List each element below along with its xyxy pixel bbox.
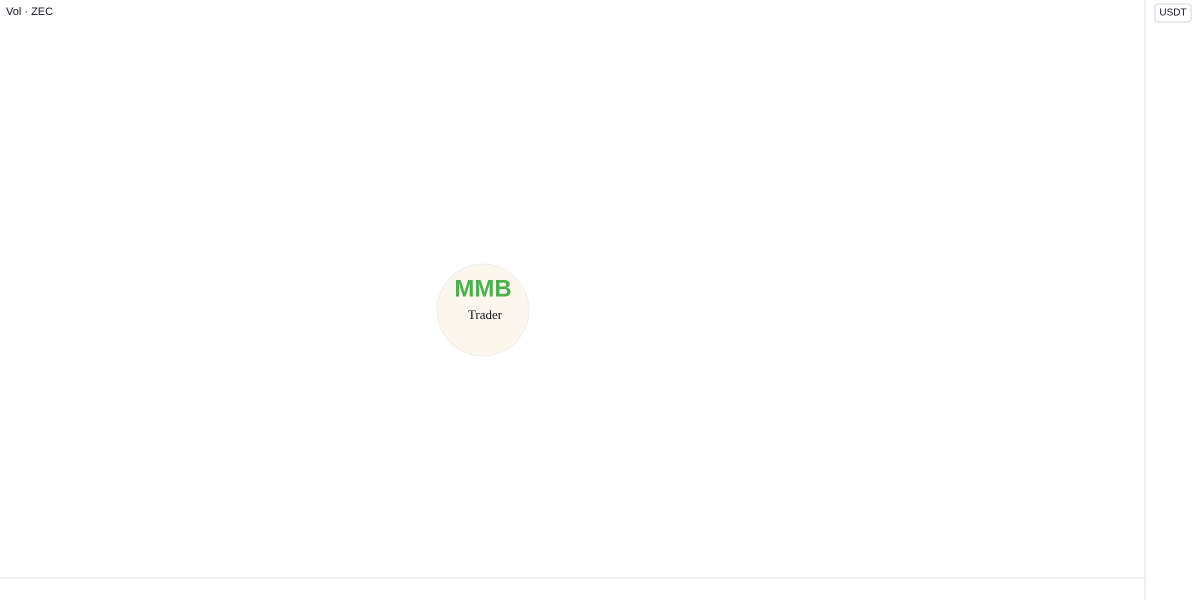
- logo-text: MMB: [454, 275, 511, 302]
- logo-circle: [436, 263, 530, 357]
- logo: MMB Trader: [436, 263, 530, 357]
- volume-label: Vol · ZEC: [6, 6, 53, 18]
- logo-subtext: Trader: [468, 307, 503, 322]
- currency: USDT: [1159, 8, 1186, 19]
- price-axis: [1145, 0, 1200, 600]
- currency-box[interactable]: [1154, 3, 1192, 23]
